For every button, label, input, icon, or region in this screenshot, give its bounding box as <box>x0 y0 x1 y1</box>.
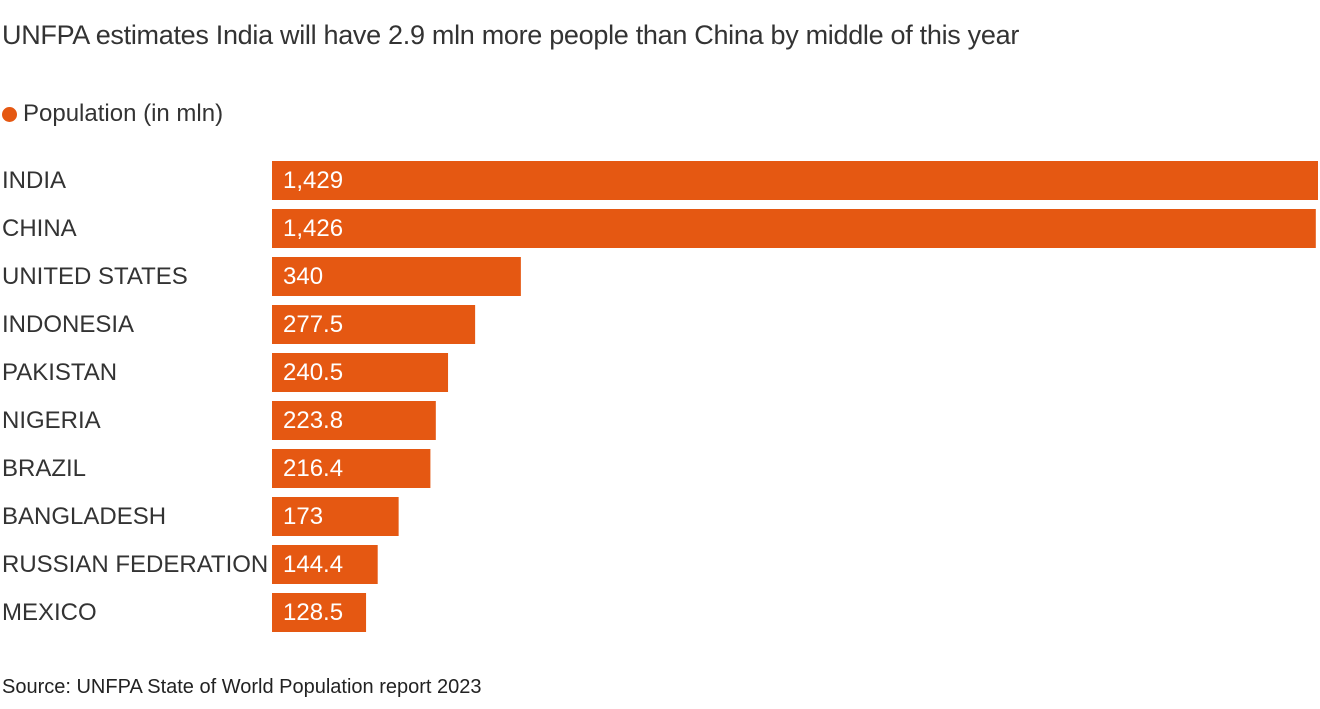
legend-label: Population (in mln) <box>23 100 224 127</box>
bar <box>272 353 449 392</box>
value-label: 144.4 <box>283 551 343 578</box>
value-label: 1,426 <box>283 215 343 242</box>
category-label: INDIA <box>2 167 66 194</box>
value-label: 340 <box>283 263 323 290</box>
chart-title: UNFPA estimates India will have 2.9 mln … <box>2 20 1020 50</box>
category-label: BRAZIL <box>2 455 86 482</box>
category-label: INDONESIA <box>2 311 134 338</box>
value-label: 128.5 <box>283 599 343 626</box>
category-label: BANGLADESH <box>2 503 166 530</box>
category-label: MEXICO <box>2 599 97 626</box>
value-label: 173 <box>283 503 323 530</box>
bar <box>272 161 1318 200</box>
bar <box>272 593 367 632</box>
bar <box>272 497 399 536</box>
value-label: 223.8 <box>283 407 343 434</box>
category-label: PAKISTAN <box>2 359 117 386</box>
bar <box>272 545 378 584</box>
source-note: Source: UNFPA State of World Population … <box>2 676 482 698</box>
value-label: 216.4 <box>283 455 343 482</box>
value-label: 277.5 <box>283 311 343 338</box>
bar <box>272 257 521 296</box>
bar <box>272 209 1316 248</box>
category-label: UNITED STATES <box>2 263 188 290</box>
category-label: RUSSIAN FEDERATION <box>2 551 268 578</box>
category-label: CHINA <box>2 215 77 242</box>
value-label: 240.5 <box>283 359 343 386</box>
bar <box>272 449 431 488</box>
bar <box>272 305 476 344</box>
value-label: 1,429 <box>283 167 343 194</box>
bar <box>272 401 436 440</box>
category-label: NIGERIA <box>2 407 101 434</box>
legend-swatch <box>2 106 17 122</box>
legend: Population (in mln) <box>2 100 223 128</box>
